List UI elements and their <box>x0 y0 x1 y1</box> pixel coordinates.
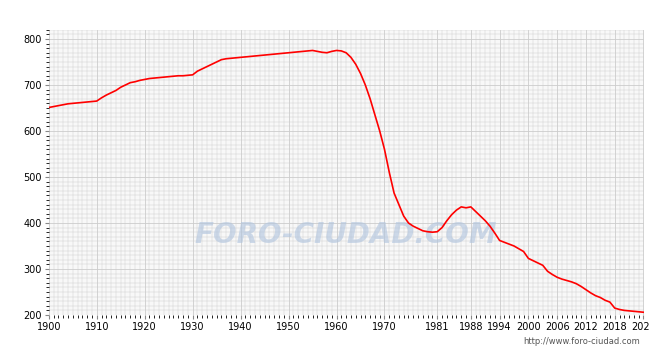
Text: El Pedroso de la Armuña (Municipio) - Evolucion del numero de Habitantes: El Pedroso de la Armuña (Municipio) - Ev… <box>92 7 558 20</box>
Text: http://www.foro-ciudad.com: http://www.foro-ciudad.com <box>523 337 640 346</box>
Text: FORO-CIUDAD.COM: FORO-CIUDAD.COM <box>195 221 497 249</box>
